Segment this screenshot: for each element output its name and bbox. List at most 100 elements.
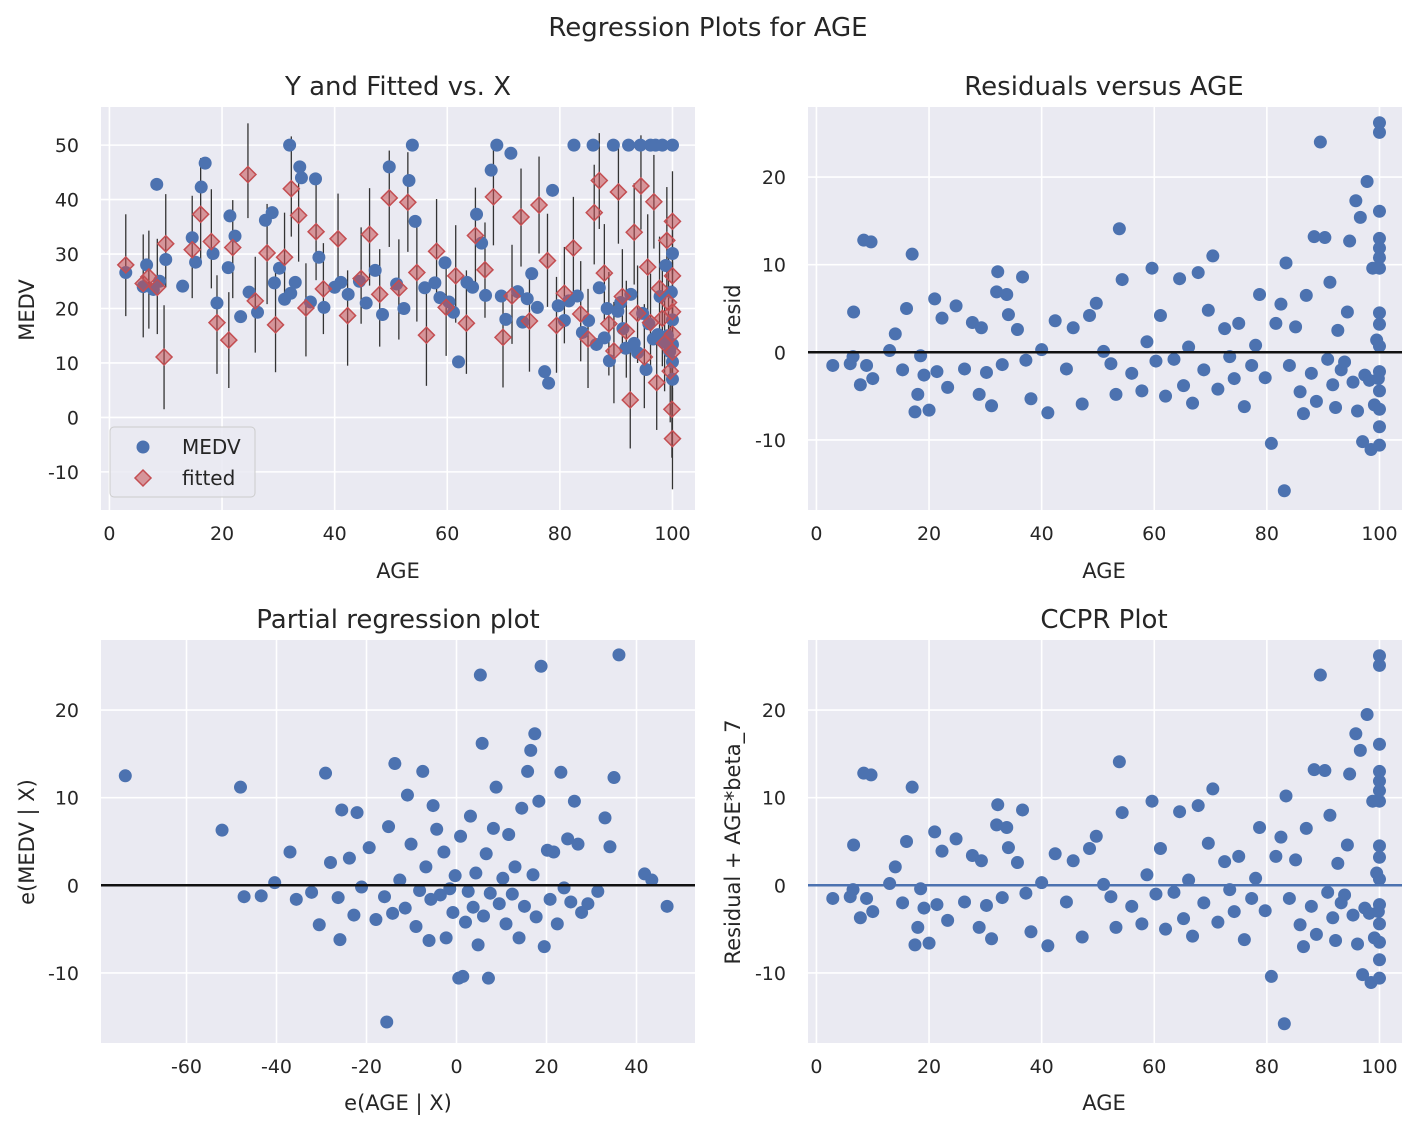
data-point bbox=[355, 880, 369, 894]
axes-background bbox=[808, 640, 1402, 1043]
x-tick-label: 20 bbox=[917, 1056, 941, 1078]
data-point bbox=[598, 811, 612, 825]
data-point bbox=[958, 362, 972, 376]
data-point bbox=[1329, 933, 1343, 947]
x-tick-label: -60 bbox=[171, 1056, 202, 1078]
data-point bbox=[1001, 841, 1015, 855]
y-axis-label: MEDV bbox=[15, 279, 39, 341]
data-point bbox=[639, 362, 653, 376]
fitted-point bbox=[275, 248, 294, 267]
data-point bbox=[405, 138, 419, 152]
data-point bbox=[526, 868, 540, 882]
y-axis-label: Residual + AGE*beta_7 bbox=[721, 720, 746, 965]
data-point bbox=[1249, 871, 1263, 885]
data-point bbox=[905, 247, 919, 261]
data-point bbox=[1323, 275, 1337, 289]
fitted-point bbox=[650, 279, 669, 298]
data-point bbox=[847, 305, 861, 319]
data-point bbox=[990, 285, 1004, 299]
data-point bbox=[1135, 384, 1149, 398]
data-point bbox=[288, 275, 302, 289]
data-point bbox=[600, 302, 614, 315]
fitted-point bbox=[407, 263, 426, 282]
y-tick-label: 20 bbox=[55, 700, 79, 722]
data-point bbox=[990, 818, 1004, 832]
plot-marks bbox=[808, 116, 1402, 498]
data-point bbox=[1104, 890, 1118, 904]
fitted-point bbox=[520, 311, 539, 331]
data-point bbox=[1309, 394, 1323, 408]
data-point bbox=[492, 897, 506, 911]
fitted-point bbox=[604, 341, 623, 361]
data-point bbox=[400, 788, 414, 802]
fitted-point bbox=[663, 266, 682, 285]
data-point bbox=[459, 915, 472, 929]
data-point bbox=[1372, 420, 1386, 434]
data-point bbox=[1351, 404, 1365, 418]
data-point bbox=[972, 920, 986, 934]
data-point bbox=[570, 289, 584, 303]
data-point bbox=[633, 138, 647, 152]
y-tick-label: 40 bbox=[55, 190, 79, 212]
fitted-point bbox=[647, 373, 666, 392]
data-point bbox=[1372, 317, 1386, 331]
panel-ccpr: CCPR Plot AGE Residual + AGE*beta_7 bbox=[721, 605, 1168, 1115]
fitted-point bbox=[538, 251, 557, 270]
plot-area-2: 0 20 40 60 80 100 -10 0 10 20 bbox=[755, 107, 1402, 545]
data-point bbox=[293, 160, 307, 174]
data-point bbox=[1125, 366, 1139, 380]
fitted-point bbox=[625, 223, 644, 242]
fitted-point bbox=[360, 225, 379, 244]
data-point bbox=[1182, 340, 1196, 354]
data-point bbox=[1024, 392, 1038, 406]
x-tick-label: 40 bbox=[1030, 523, 1054, 545]
data-point bbox=[958, 895, 972, 909]
data-point bbox=[1249, 338, 1263, 352]
data-point bbox=[221, 261, 235, 275]
data-point bbox=[525, 267, 539, 281]
data-point bbox=[908, 405, 922, 419]
data-point bbox=[1059, 895, 1073, 909]
data-point bbox=[1269, 849, 1283, 863]
data-point bbox=[928, 292, 942, 306]
fitted-point bbox=[389, 279, 408, 298]
data-point bbox=[1167, 885, 1181, 899]
fitted-point bbox=[631, 176, 651, 196]
x-tick-label: 80 bbox=[1255, 1056, 1279, 1078]
data-point bbox=[1232, 849, 1246, 863]
y-tick-label: -10 bbox=[48, 462, 79, 484]
data-point bbox=[900, 302, 914, 315]
data-point bbox=[1019, 353, 1033, 367]
data-point bbox=[606, 138, 620, 152]
plot-marks bbox=[116, 123, 682, 490]
data-point bbox=[1237, 400, 1251, 414]
fitted-point bbox=[246, 291, 265, 310]
y-tick-label: -10 bbox=[48, 963, 79, 985]
data-point bbox=[350, 806, 364, 820]
data-point bbox=[254, 889, 268, 903]
data-point bbox=[1159, 389, 1173, 403]
fitted-point bbox=[258, 243, 277, 263]
data-point bbox=[159, 252, 173, 266]
data-point bbox=[1177, 912, 1191, 926]
data-point bbox=[524, 743, 538, 757]
data-point bbox=[272, 261, 286, 275]
data-point bbox=[612, 648, 626, 662]
data-point bbox=[979, 898, 993, 912]
fitted-point bbox=[547, 316, 566, 335]
data-point bbox=[312, 250, 326, 264]
data-point bbox=[483, 886, 497, 900]
data-point bbox=[1360, 174, 1374, 188]
fitted-point bbox=[564, 238, 583, 258]
fitted-point bbox=[663, 325, 682, 344]
data-point bbox=[1318, 764, 1332, 778]
data-point bbox=[499, 917, 513, 931]
data-point bbox=[489, 780, 503, 794]
data-point bbox=[1372, 204, 1386, 218]
y-tick-label: 10 bbox=[762, 788, 786, 810]
data-point bbox=[1109, 920, 1123, 934]
data-point bbox=[542, 376, 556, 390]
data-point bbox=[1140, 868, 1154, 882]
data-point bbox=[1269, 316, 1283, 330]
data-point bbox=[1274, 297, 1288, 311]
